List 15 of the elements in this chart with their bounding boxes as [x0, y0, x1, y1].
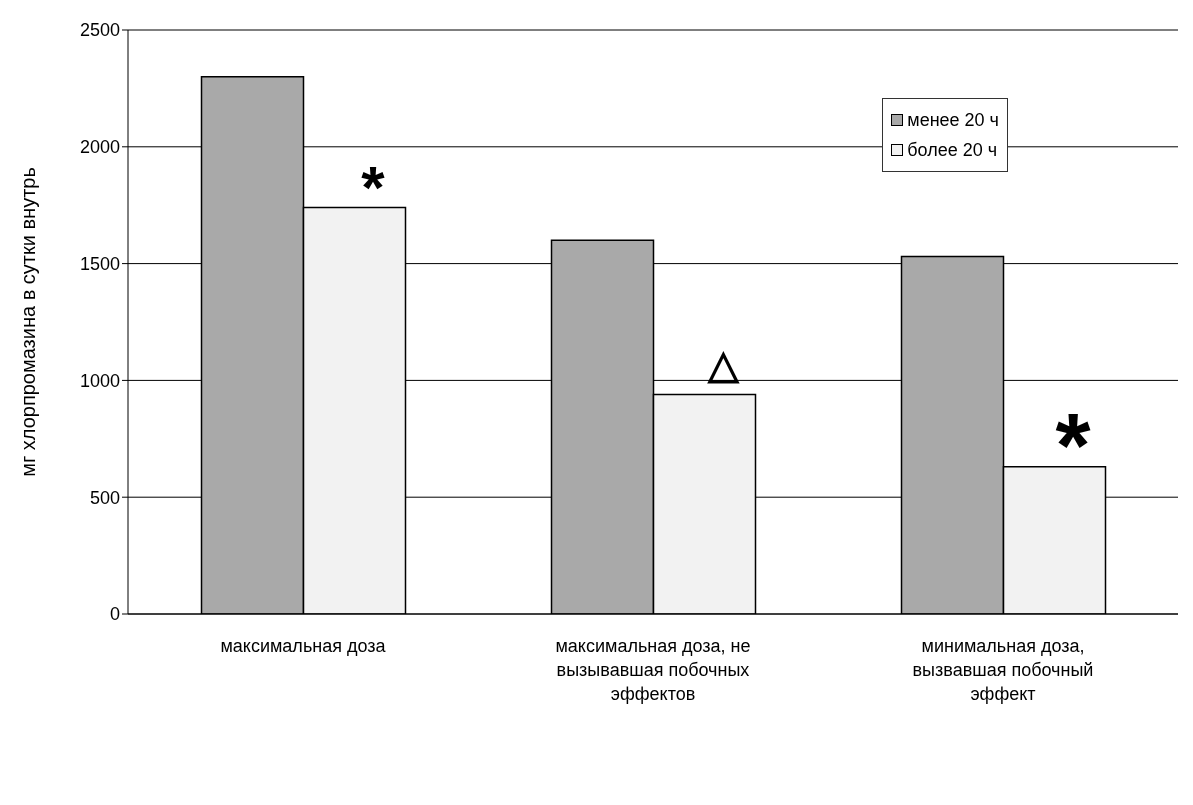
x-tick-label: максимальная доза — [220, 636, 387, 656]
annotation: * — [1055, 395, 1091, 496]
x-tick-label: максимальная доза, не вызывавшая побочных эффектов — [555, 636, 751, 704]
y-axis-title: мг хлорпромазина в сутки внутрь — [17, 167, 40, 477]
y-tick-label: 500 — [89, 487, 120, 508]
y-tick-label: 2000 — [79, 137, 120, 158]
y-tick-label: 1000 — [79, 370, 120, 391]
annotation: * — [361, 154, 386, 222]
annotation: △ — [706, 342, 740, 387]
y-tick-label: 0 — [109, 604, 120, 625]
legend-label: более 20 ч — [907, 139, 998, 162]
y-tick-label: 1500 — [79, 253, 120, 274]
y-tick-label: 2500 — [79, 20, 120, 41]
x-tick-label: минимальная доза, вызвавшая побочный эффект — [912, 636, 1094, 704]
legend-label: менее 20 ч — [907, 109, 999, 132]
